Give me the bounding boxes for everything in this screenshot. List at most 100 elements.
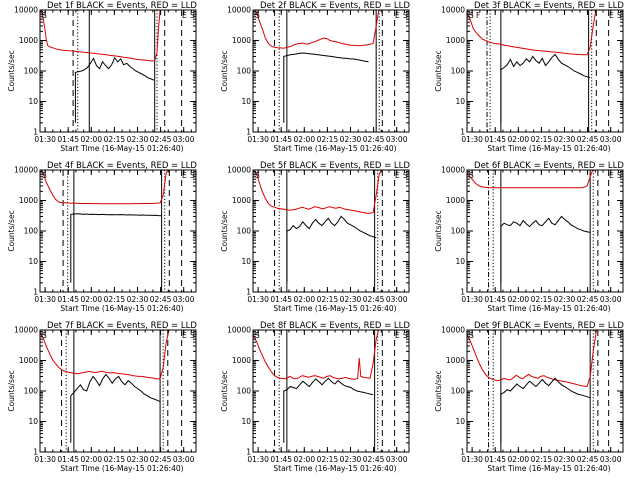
series-line-events bbox=[283, 52, 369, 123]
y-tick-label: 1000 bbox=[19, 36, 38, 45]
series-line-lld bbox=[253, 330, 380, 380]
x-axis-label: Start Time (16-May-15 01:26:40) bbox=[487, 464, 610, 473]
series-line-lld bbox=[467, 10, 597, 56]
x-tick-label: 01:45 bbox=[57, 295, 79, 304]
y-tick-label: 1000 bbox=[232, 196, 251, 205]
x-tick-label: 01:30 bbox=[461, 295, 483, 304]
y-tick-label: 100 bbox=[237, 387, 252, 396]
corner-mark-2: S bbox=[190, 171, 195, 180]
y-tick-label: 1000 bbox=[446, 36, 465, 45]
x-axis-label: Start Time (16-May-15 01:26:40) bbox=[273, 304, 396, 313]
panel-frame bbox=[252, 329, 410, 453]
x-tick-label: 02:15 bbox=[531, 455, 553, 464]
corner-mark-0: S bbox=[42, 331, 47, 340]
y-tick-label: 10000 bbox=[227, 166, 251, 175]
corner-mark-0: S bbox=[255, 331, 260, 340]
x-tick-label: 02:45 bbox=[577, 295, 599, 304]
y-tick-label: 1 bbox=[460, 288, 465, 297]
x-tick-label: 01:45 bbox=[270, 455, 292, 464]
series-line-lld bbox=[467, 330, 599, 388]
corner-mark-1: E bbox=[395, 11, 400, 20]
corner-mark-2: S bbox=[403, 331, 408, 340]
y-tick-label: 1 bbox=[246, 448, 251, 457]
panel-title: Det 9f BLACK = Events, RED = LLD bbox=[474, 321, 624, 331]
y-tick-label: 100 bbox=[451, 387, 466, 396]
y-tick-label: 10 bbox=[455, 417, 465, 426]
y-tick-label: 10 bbox=[455, 257, 465, 266]
series-line-events bbox=[500, 377, 591, 443]
y-axis-label: Counts/sec bbox=[7, 50, 16, 91]
y-tick-label: 1000 bbox=[232, 356, 251, 365]
x-axis-label: Start Time (16-May-15 01:26:40) bbox=[60, 304, 183, 313]
x-tick-label: 02:45 bbox=[150, 455, 172, 464]
x-tick-label: 02:15 bbox=[104, 295, 126, 304]
corner-mark-1: F bbox=[476, 11, 480, 20]
x-tick-label: 01:30 bbox=[34, 295, 56, 304]
x-tick-label: 02:00 bbox=[293, 135, 315, 144]
y-tick-label: 100 bbox=[24, 227, 39, 236]
x-tick-label: 01:45 bbox=[270, 135, 292, 144]
y-tick-label: 10000 bbox=[227, 326, 251, 335]
corner-mark-2: E bbox=[609, 11, 614, 20]
y-axis-label: Counts/sec bbox=[434, 210, 443, 251]
series-line-events bbox=[500, 53, 591, 123]
y-axis-label: Counts/sec bbox=[220, 50, 229, 91]
corner-mark-0: S bbox=[469, 171, 474, 180]
x-tick-label: 03:00 bbox=[173, 135, 195, 144]
y-axis-label: Counts/sec bbox=[220, 210, 229, 251]
y-tick-label: 10000 bbox=[14, 6, 38, 15]
corner-mark-0: S bbox=[255, 11, 260, 20]
y-axis-label: Counts/sec bbox=[434, 370, 443, 411]
corner-mark-2: S bbox=[403, 11, 408, 20]
y-tick-label: 1000 bbox=[446, 356, 465, 365]
x-tick-label: 02:15 bbox=[531, 295, 553, 304]
x-tick-label: 02:00 bbox=[80, 455, 102, 464]
corner-mark-3: S bbox=[617, 11, 622, 20]
y-tick-label: 10 bbox=[455, 97, 465, 106]
y-tick-label: 10000 bbox=[14, 166, 38, 175]
y-tick-label: 1 bbox=[33, 128, 38, 137]
series-line-lld bbox=[40, 330, 170, 380]
x-axis-label: Start Time (16-May-15 01:26:40) bbox=[487, 304, 610, 313]
x-tick-label: 02:30 bbox=[340, 295, 362, 304]
series-line-events bbox=[70, 213, 162, 283]
x-tick-label: 02:00 bbox=[80, 295, 102, 304]
y-tick-label: 1000 bbox=[19, 196, 38, 205]
corner-mark-2: S bbox=[190, 331, 195, 340]
corner-mark-1: E bbox=[182, 11, 187, 20]
y-axis-label: Counts/sec bbox=[7, 210, 16, 251]
x-tick-label: 02:15 bbox=[317, 135, 339, 144]
x-tick-label: 01:30 bbox=[247, 455, 269, 464]
x-tick-label: 02:45 bbox=[577, 455, 599, 464]
x-tick-label: 03:00 bbox=[600, 135, 622, 144]
x-tick-label: 02:00 bbox=[80, 135, 102, 144]
x-tick-label: 01:45 bbox=[484, 135, 506, 144]
panel-frame bbox=[39, 9, 197, 133]
y-tick-label: 100 bbox=[237, 227, 252, 236]
series-line-events bbox=[286, 215, 377, 283]
y-tick-label: 10 bbox=[28, 257, 38, 266]
x-tick-label: 02:00 bbox=[507, 455, 529, 464]
x-tick-label: 02:00 bbox=[293, 455, 315, 464]
x-tick-label: 02:00 bbox=[293, 295, 315, 304]
panel-title: Det 1f BLACK = Events, RED = LLD bbox=[47, 1, 197, 11]
y-tick-label: 10000 bbox=[441, 326, 465, 335]
panel-title: Det 8f BLACK = Events, RED = LLD bbox=[260, 321, 410, 331]
x-tick-label: 02:15 bbox=[104, 135, 126, 144]
y-tick-label: 10000 bbox=[14, 326, 38, 335]
x-axis-label: Start Time (16-May-15 01:26:40) bbox=[60, 144, 183, 153]
x-tick-label: 03:00 bbox=[386, 135, 408, 144]
y-tick-label: 100 bbox=[24, 67, 39, 76]
x-tick-label: 03:00 bbox=[386, 295, 408, 304]
x-tick-label: 01:45 bbox=[484, 455, 506, 464]
y-tick-label: 10000 bbox=[227, 6, 251, 15]
x-tick-label: 02:15 bbox=[317, 455, 339, 464]
panel-title: Det 7f BLACK = Events, RED = LLD bbox=[47, 321, 197, 331]
panel-frame bbox=[466, 329, 624, 453]
